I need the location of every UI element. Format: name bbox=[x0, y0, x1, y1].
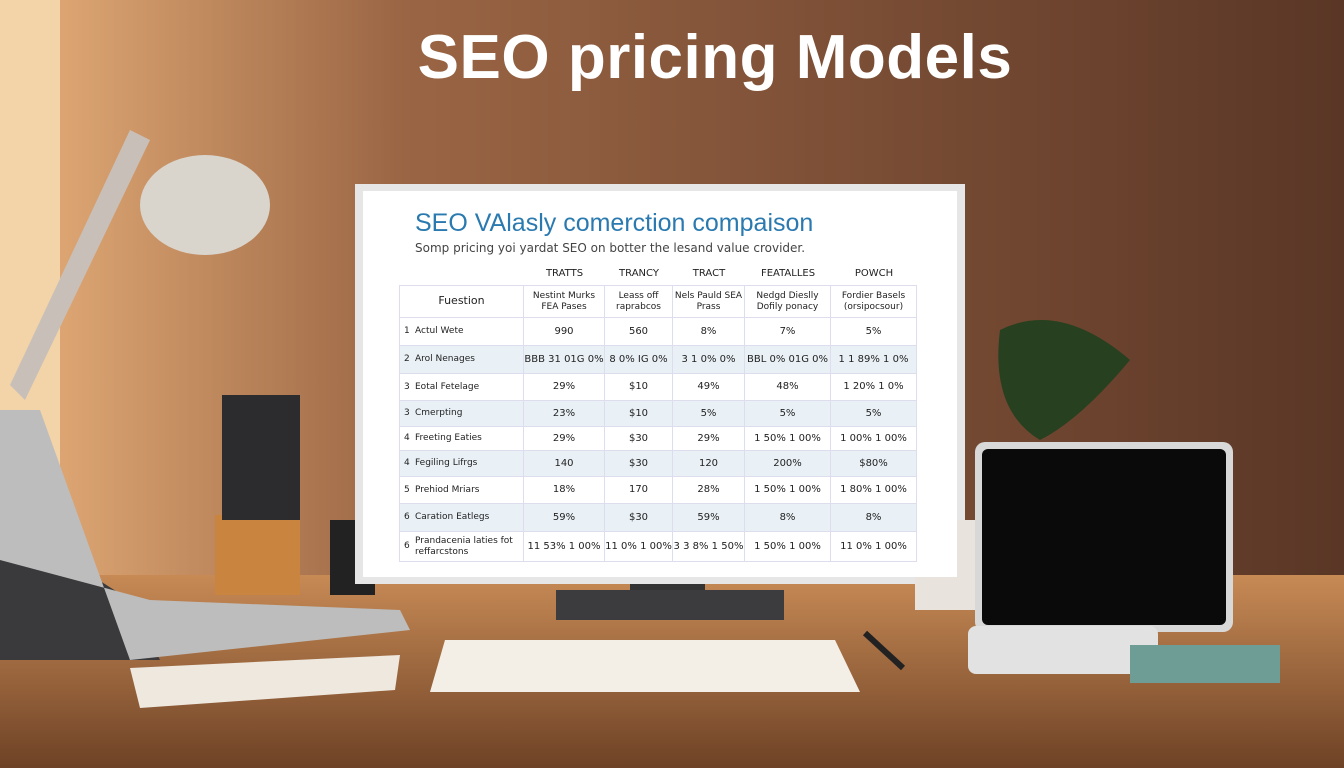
table-cell: 49% bbox=[673, 374, 745, 401]
table-cell: 7% bbox=[745, 318, 831, 346]
row-label: Prandacenia laties fot reffarcstons bbox=[415, 532, 524, 562]
group-header: POWCH bbox=[854, 268, 894, 279]
table-cell: 29% bbox=[524, 374, 605, 401]
table-cell: 59% bbox=[524, 504, 605, 532]
tablet-screen bbox=[982, 449, 1226, 625]
row-label: Actul Wete bbox=[415, 318, 524, 346]
laptop bbox=[0, 410, 410, 660]
table-cell: 3 1 0% 0% bbox=[673, 346, 745, 374]
table-cell: 560 bbox=[605, 318, 673, 346]
table-cell: 120 bbox=[673, 451, 745, 477]
table-cell: 59% bbox=[673, 504, 745, 532]
column-header: Nels Pauld SEA Prass bbox=[673, 285, 745, 318]
pencil-cup bbox=[215, 515, 300, 595]
column-header: Nestint Murks FEA Pases bbox=[524, 285, 605, 318]
row-number: 2 bbox=[399, 346, 415, 374]
table-cell: 1 50% 1 00% bbox=[745, 427, 831, 451]
screen-subtitle: Somp pricing yoi yardat SEO on botter th… bbox=[415, 241, 806, 255]
table-cell: 3 3 8% 1 50% bbox=[673, 532, 745, 562]
table-cell: 8% bbox=[673, 318, 745, 346]
table-cell: 8% bbox=[831, 504, 917, 532]
table-cell: $30 bbox=[605, 504, 673, 532]
row-label: Prehiod Mriars bbox=[415, 477, 524, 504]
table-cell: $10 bbox=[605, 374, 673, 401]
lamp-arm bbox=[10, 130, 150, 400]
table-cell: $30 bbox=[605, 451, 673, 477]
group-header: TRANCY bbox=[619, 268, 659, 279]
pen bbox=[862, 630, 906, 671]
row-number: 6 bbox=[399, 504, 415, 532]
plant bbox=[998, 320, 1130, 440]
row-label: Arol Nenages bbox=[415, 346, 524, 374]
table-cell: 5% bbox=[673, 401, 745, 427]
group-header: FEATALLES bbox=[760, 268, 816, 279]
table-cell: 11 53% 1 00% bbox=[524, 532, 605, 562]
phone bbox=[968, 626, 1158, 674]
paper bbox=[430, 640, 860, 692]
table-cell: 1 1 89% 1 0% bbox=[831, 346, 917, 374]
table-cell: 170 bbox=[605, 477, 673, 504]
table-cell: 29% bbox=[673, 427, 745, 451]
row-number: 3 bbox=[399, 401, 415, 427]
lamp-shade bbox=[140, 155, 270, 255]
table-cell: 28% bbox=[673, 477, 745, 504]
table-cell: 48% bbox=[745, 374, 831, 401]
notebook bbox=[130, 655, 400, 708]
monitor-screen: SEO VAlasly comerction compaison Somp pr… bbox=[363, 191, 957, 577]
table-cell: 1 20% 1 0% bbox=[831, 374, 917, 401]
row-label: Cmerpting bbox=[415, 401, 524, 427]
row-number: 1 bbox=[399, 318, 415, 346]
table-cell: 23% bbox=[524, 401, 605, 427]
column-header: Fordier Basels (orsipocsour) bbox=[831, 285, 917, 318]
column-header: Nedgd Dieslly Dofily ponacy bbox=[745, 285, 831, 318]
group-header: TRACT bbox=[692, 268, 726, 279]
phone-stand bbox=[222, 395, 300, 520]
table-cell: 8% bbox=[745, 504, 831, 532]
table-cell: 11 0% 1 00% bbox=[831, 532, 917, 562]
table-cell: 990 bbox=[524, 318, 605, 346]
table-cell: 1 80% 1 00% bbox=[831, 477, 917, 504]
notepad bbox=[1130, 645, 1280, 683]
table-cell: 5% bbox=[745, 401, 831, 427]
row-number: 4 bbox=[399, 427, 415, 451]
table-cell: BBL 0% 01G 0% bbox=[745, 346, 831, 374]
table-cell: 29% bbox=[524, 427, 605, 451]
table-cell: $30 bbox=[605, 427, 673, 451]
column-header: Leass off raprabcos bbox=[605, 285, 673, 318]
table-cell: 1 00% 1 00% bbox=[831, 427, 917, 451]
table-cell: 140 bbox=[524, 451, 605, 477]
table-cell: 18% bbox=[524, 477, 605, 504]
table-cell: 1 50% 1 00% bbox=[745, 477, 831, 504]
row-label: Caration Eatlegs bbox=[415, 504, 524, 532]
row-label: Eotal Fetelage bbox=[415, 374, 524, 401]
table-cell: 200% bbox=[745, 451, 831, 477]
row-number: 3 bbox=[399, 374, 415, 401]
table-cell: BBB 31 01G 0% bbox=[524, 346, 605, 374]
monitor-base bbox=[556, 590, 784, 620]
page-title: SEO pricing Models bbox=[417, 23, 1013, 92]
table-cell: 5% bbox=[831, 401, 917, 427]
row-number: 6 bbox=[399, 532, 415, 562]
table-cell: 8 0% IG 0% bbox=[605, 346, 673, 374]
row-label: Freeting Eaties bbox=[415, 427, 524, 451]
table-cell: $10 bbox=[605, 401, 673, 427]
table-cell: 1 50% 1 00% bbox=[745, 532, 831, 562]
table-cell: 5% bbox=[831, 318, 917, 346]
row-number: 5 bbox=[399, 477, 415, 504]
row-number: 4 bbox=[399, 451, 415, 477]
table-cell: $80% bbox=[831, 451, 917, 477]
group-header: TRATTS bbox=[545, 268, 584, 279]
column-header: Fuestion bbox=[399, 285, 524, 318]
row-label: Fegiling Lifrgs bbox=[415, 451, 524, 477]
table-cell: 11 0% 1 00% bbox=[605, 532, 673, 562]
screen-heading: SEO VAlasly comerction compaison bbox=[415, 209, 814, 237]
